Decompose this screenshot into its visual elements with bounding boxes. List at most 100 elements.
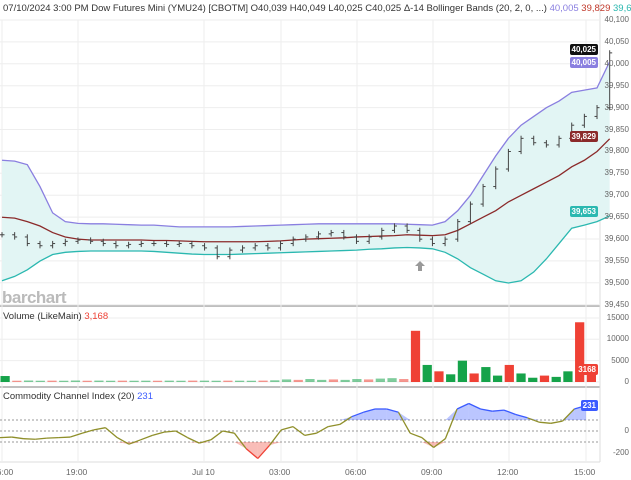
header-ohlc: O40,039 H40,049 L40,025 C40,025 Δ-14 bbox=[250, 3, 424, 14]
price-bar bbox=[303, 234, 309, 242]
volume-bar bbox=[586, 368, 596, 382]
cci-line-segment bbox=[187, 437, 200, 444]
volume-bar bbox=[23, 380, 34, 382]
volume-bar bbox=[35, 380, 45, 382]
cci-label: Commodity Channel Index (20) 231 bbox=[3, 391, 153, 402]
cci-line-segment bbox=[281, 425, 294, 431]
cci-line-segment bbox=[116, 437, 130, 445]
cci-last: 231 bbox=[137, 391, 153, 402]
volume-bar bbox=[152, 380, 163, 382]
volume-bar bbox=[293, 379, 303, 382]
time-tick: 09:00 bbox=[421, 467, 443, 477]
cci-line-segment bbox=[81, 429, 94, 434]
price-tick: 39,800 bbox=[604, 146, 629, 156]
price-bar bbox=[0, 232, 5, 238]
cci-line-segment bbox=[492, 409, 505, 412]
cci-tick: -200 bbox=[612, 448, 629, 457]
price-bar bbox=[88, 237, 94, 244]
volume-tick: 10000 bbox=[606, 334, 629, 344]
cci-oversold-fill bbox=[433, 442, 446, 448]
price-bar bbox=[265, 243, 271, 251]
volume-bar bbox=[129, 380, 139, 382]
volume-bar bbox=[141, 380, 151, 382]
cci-overbought-fill bbox=[351, 412, 364, 420]
cci-line-segment bbox=[175, 430, 188, 439]
time-tick: 19:00 bbox=[66, 467, 88, 477]
price-bar bbox=[467, 201, 473, 225]
price-bar bbox=[353, 234, 359, 244]
price-bar bbox=[417, 227, 423, 242]
cci-line-segment bbox=[152, 431, 165, 437]
volume-tick: 5000 bbox=[611, 355, 629, 365]
volume-bar bbox=[469, 373, 479, 382]
volume-bar bbox=[539, 375, 550, 382]
price-bar bbox=[214, 245, 220, 260]
price-bar bbox=[581, 113, 587, 128]
volume-bar bbox=[422, 364, 432, 382]
cci-line-segment bbox=[140, 434, 153, 441]
volume-bar bbox=[305, 379, 315, 382]
cci-line-segment bbox=[35, 437, 47, 440]
volume-bar bbox=[352, 379, 362, 382]
price-bar bbox=[455, 218, 461, 242]
cci-line-segment bbox=[304, 432, 317, 437]
volume-bar bbox=[481, 367, 491, 382]
price-bar bbox=[138, 240, 144, 248]
bb-lower-value: 39,653 bbox=[613, 3, 631, 14]
volume-bar bbox=[575, 322, 585, 382]
volume-last: 3,168 bbox=[84, 311, 109, 322]
cci-line-segment bbox=[527, 417, 540, 423]
volume-bar bbox=[516, 373, 526, 382]
cci-overbought-fill bbox=[492, 410, 504, 420]
price-tick: 40,050 bbox=[604, 36, 629, 46]
volume-bar bbox=[164, 380, 174, 382]
cci-oversold-fill bbox=[421, 442, 434, 448]
volume-bar bbox=[70, 380, 81, 382]
price-bar bbox=[429, 236, 435, 247]
volume-bar bbox=[94, 380, 104, 382]
volume-bar bbox=[258, 380, 268, 382]
volume-bar bbox=[82, 380, 92, 382]
cci-oversold-fill bbox=[269, 442, 282, 446]
volume-bar bbox=[375, 378, 385, 382]
volume-tick: 15000 bbox=[606, 313, 629, 322]
bollinger-band-fill bbox=[2, 61, 610, 283]
cci-line-segment bbox=[444, 408, 458, 439]
cci-line-segment bbox=[292, 426, 306, 436]
cci-overbought-fill bbox=[480, 409, 493, 420]
bb-upper-line bbox=[1, 61, 611, 228]
cci-line-segment bbox=[515, 413, 528, 419]
price-bar bbox=[442, 236, 448, 247]
cci-title: Commodity Channel Index bbox=[3, 391, 115, 402]
volume-bar bbox=[328, 379, 339, 382]
price-bar bbox=[341, 229, 347, 240]
cci-period: (20) bbox=[117, 391, 135, 402]
volume-label: Volume (LikeMain) 3,168 bbox=[3, 311, 108, 322]
volume-title: Volume bbox=[3, 311, 35, 322]
cci-line-segment bbox=[128, 439, 141, 445]
price-bar bbox=[100, 238, 106, 247]
cci-overbought-fill bbox=[468, 403, 481, 420]
price-bar bbox=[113, 240, 119, 249]
volume-bar bbox=[117, 380, 127, 382]
price-bar bbox=[531, 135, 537, 146]
price-bar bbox=[328, 229, 334, 237]
cci-line-segment bbox=[480, 408, 493, 412]
price-bar bbox=[518, 135, 524, 155]
price-tick: 40,100 bbox=[604, 15, 629, 24]
barchart-logo: barchart bbox=[2, 288, 67, 307]
price-tick: 39,450 bbox=[604, 299, 629, 309]
cci-line-segment bbox=[245, 448, 259, 459]
cci-line-segment bbox=[210, 430, 224, 441]
header-study: Bollinger Bands (20, 2, 0, ...) bbox=[426, 3, 547, 14]
volume-bar bbox=[410, 330, 421, 382]
cci-line-segment bbox=[409, 432, 423, 439]
volume-bar bbox=[12, 380, 22, 382]
price-bar bbox=[391, 223, 397, 234]
cci-line-segment bbox=[328, 423, 340, 428]
price-tick: 39,950 bbox=[604, 80, 629, 90]
volume-tick: 0 bbox=[624, 376, 629, 386]
price-bar bbox=[62, 238, 68, 247]
